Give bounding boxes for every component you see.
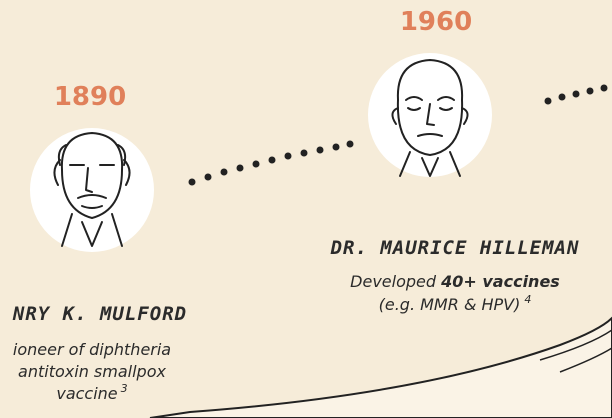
year: 1890 xyxy=(54,82,126,112)
description: Developed 40+ vaccines xyxy=(350,272,560,291)
description: vaccine 3 xyxy=(56,382,127,403)
portrait-hilleman xyxy=(368,53,492,177)
paper-edge xyxy=(150,318,612,418)
person-name: NRY K. MULFORD xyxy=(12,303,187,325)
timeline: 1890 1960 NRY K. MULFORD ioneer of dipht… xyxy=(0,0,612,418)
footnote: 3 xyxy=(121,382,128,395)
description: ioneer of diphtheria xyxy=(13,340,171,359)
footnote: 4 xyxy=(524,293,531,306)
description-text: Developed xyxy=(350,272,441,291)
description-highlight: 40+ vaccines xyxy=(440,272,560,291)
person-name: DR. MAURICE HILLEMAN xyxy=(330,237,580,259)
description-text: vaccine xyxy=(56,384,117,403)
page: {"timeline": [ {"year": "1890", "name": … xyxy=(0,0,612,418)
portrait-mulford xyxy=(30,128,154,252)
description-text: (e.g. MMR & HPV) xyxy=(379,295,521,314)
description: antitoxin smallpox xyxy=(18,362,166,381)
year: 1960 xyxy=(400,7,472,37)
description: (e.g. MMR & HPV)4 xyxy=(379,293,532,314)
